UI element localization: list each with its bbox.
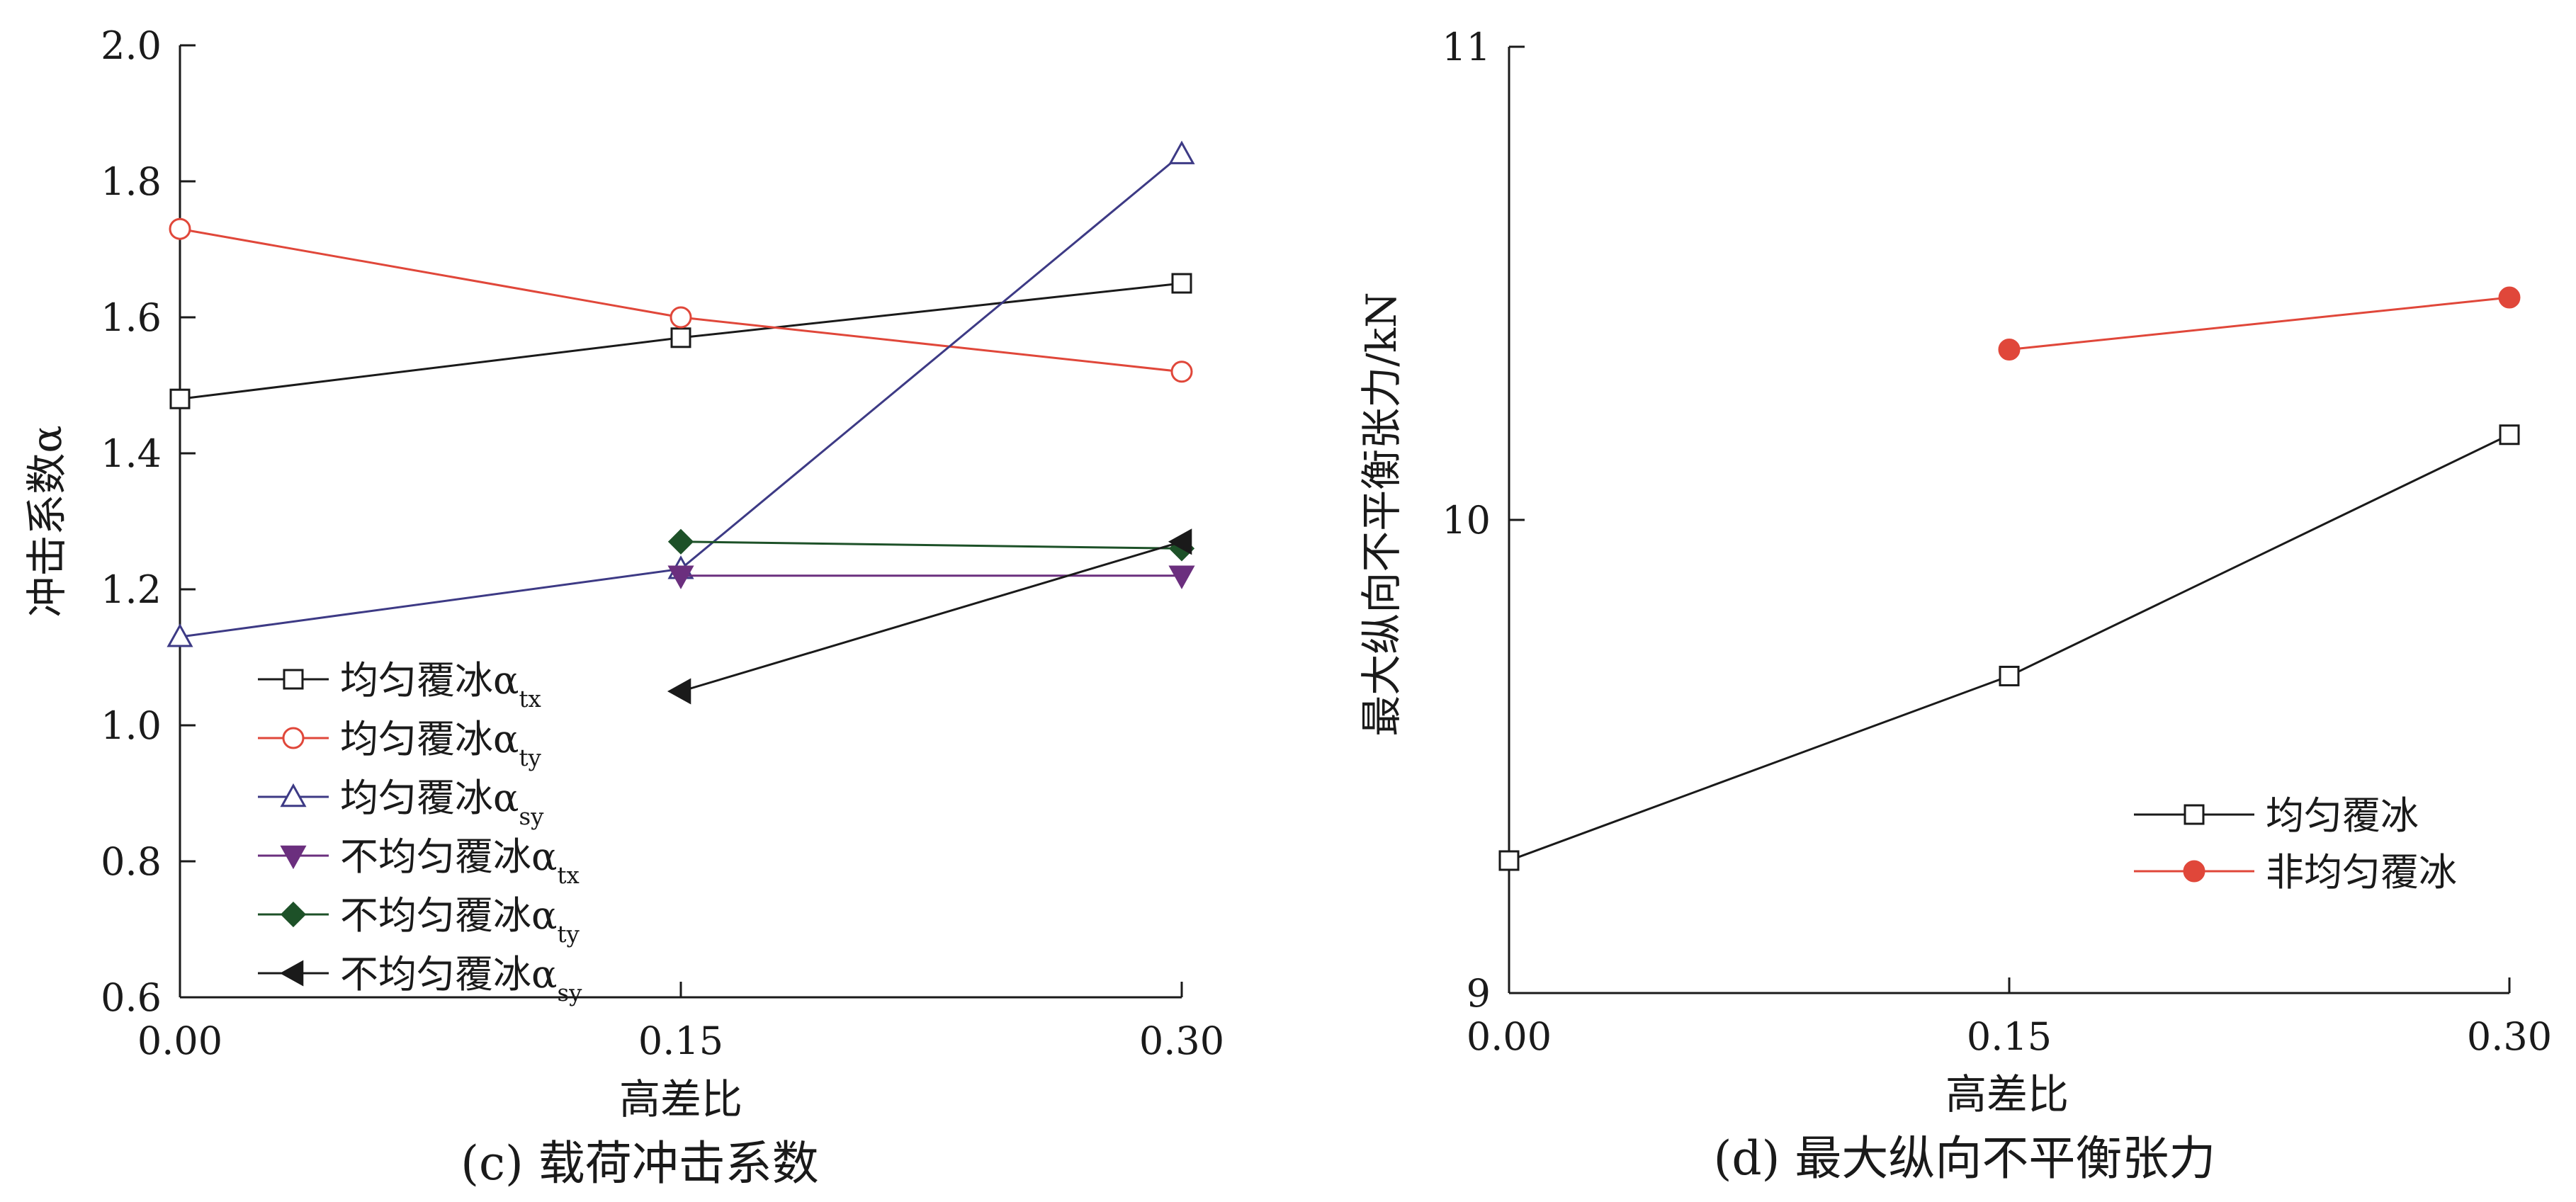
series-group [1498,286,2521,871]
tick-group: 0.6 0.8 1.0 1.2 1.4 1.6 1.8 2.0 0.00 0.15 0.30 [101,23,1224,1063]
tick-group: 9 10 11 0.00 0.15 0.30 [1442,25,2552,1059]
legend-label: 不均匀覆冰αtx [340,834,580,889]
data-point [2499,424,2520,446]
series [1998,286,2521,361]
series-group [166,140,1195,705]
y-tick-label: 2.0 [101,23,162,68]
data-point [169,388,191,409]
data-point [1168,140,1195,164]
legend-label: 不均匀覆冰αty [340,893,580,948]
legend-item: 非均匀覆冰 [2134,850,2457,895]
x-tick-label: 0.00 [137,1019,222,1063]
legend-marker [280,901,307,928]
legend-label: 均匀覆冰αtx [340,658,541,713]
series [667,565,1195,589]
legend-item: 均匀覆冰αtx [258,658,541,713]
x-tick-label: 0.00 [1467,1014,1552,1059]
data-point [1498,850,1520,871]
x-tick-label: 0.15 [1967,1014,2052,1059]
y-tick-label: 9 [1467,971,1491,1016]
x-tick-label: 0.30 [1139,1019,1224,1063]
data-point [1170,361,1193,383]
x-tick-label: 0.15 [638,1019,723,1063]
series [169,217,1193,383]
legend-label: 不均匀覆冰αsy [340,952,582,1007]
series [1498,424,2520,871]
data-point [1171,273,1192,294]
series [169,273,1192,409]
y-tick-label: 1.0 [101,703,162,748]
legend: 均匀覆冰αtx均匀覆冰αty均匀覆冰αsy不均匀覆冰αtx不均匀覆冰αty不均匀… [258,658,582,1007]
data-point [667,678,691,705]
legend-marker [279,960,304,987]
legend-item: 均匀覆冰αty [258,717,541,771]
y-tick-label: 0.8 [101,839,162,884]
y-tick-label: 10 [1442,498,1491,543]
chart-caption: (d) 最大纵向不平衡张力 [1714,1131,2216,1186]
series-line [2009,296,2510,351]
data-point [670,306,692,329]
legend-marker [2183,860,2205,883]
data-point [1168,528,1192,555]
data-point [166,623,193,647]
data-point [1999,665,2020,686]
y-axis-title: 最大纵向不平衡张力/kN [1357,292,1406,736]
chart-impact-coefficient: 0.6 0.8 1.0 1.2 1.4 1.6 1.8 2.0 0.00 0.15 0.30 均匀覆… [23,23,1224,1191]
y-tick-label: 11 [1442,25,1491,69]
legend-label: 均匀覆冰αsy [340,776,544,830]
data-point [670,327,691,348]
legend-item: 均匀覆冰αsy [258,776,544,830]
y-axis-title: 冲击系数α [23,425,71,617]
legend-marker [280,783,307,807]
y-tick-label: 1.4 [101,431,162,476]
legend-item: 不均匀覆冰αsy [258,952,582,1007]
data-point [667,565,694,589]
legend-marker [2184,804,2205,825]
y-tick-label: 0.6 [101,975,162,1020]
y-tick-label: 1.2 [101,567,162,612]
x-tick-label: 0.30 [2467,1014,2552,1059]
data-point [2498,286,2521,309]
legend-label: 非均匀覆冰 [2266,850,2457,895]
data-point [169,217,191,240]
series [667,528,1195,562]
legend-item: 不均匀覆冰αtx [258,834,580,889]
legend-item: 均匀覆冰 [2134,793,2419,838]
y-tick-label: 1.8 [101,159,162,204]
data-point [667,528,694,555]
legend-label: 均匀覆冰αty [340,717,541,771]
series-line [680,540,1182,550]
y-tick-label: 1.6 [101,295,162,340]
x-axis-title: 高差比 [1945,1070,2069,1118]
x-axis-title: 高差比 [619,1075,742,1123]
legend-label: 均匀覆冰 [2266,793,2419,838]
legend-marker [280,845,307,870]
series [667,528,1192,705]
series-line [680,540,1182,693]
legend-marker [283,669,304,690]
legend-marker [282,727,305,749]
data-point [1168,565,1195,589]
data-point [1998,339,2021,361]
legend-item: 不均匀覆冰αty [258,893,580,948]
chart-caption: (c) 载荷冲击系数 [461,1136,818,1191]
